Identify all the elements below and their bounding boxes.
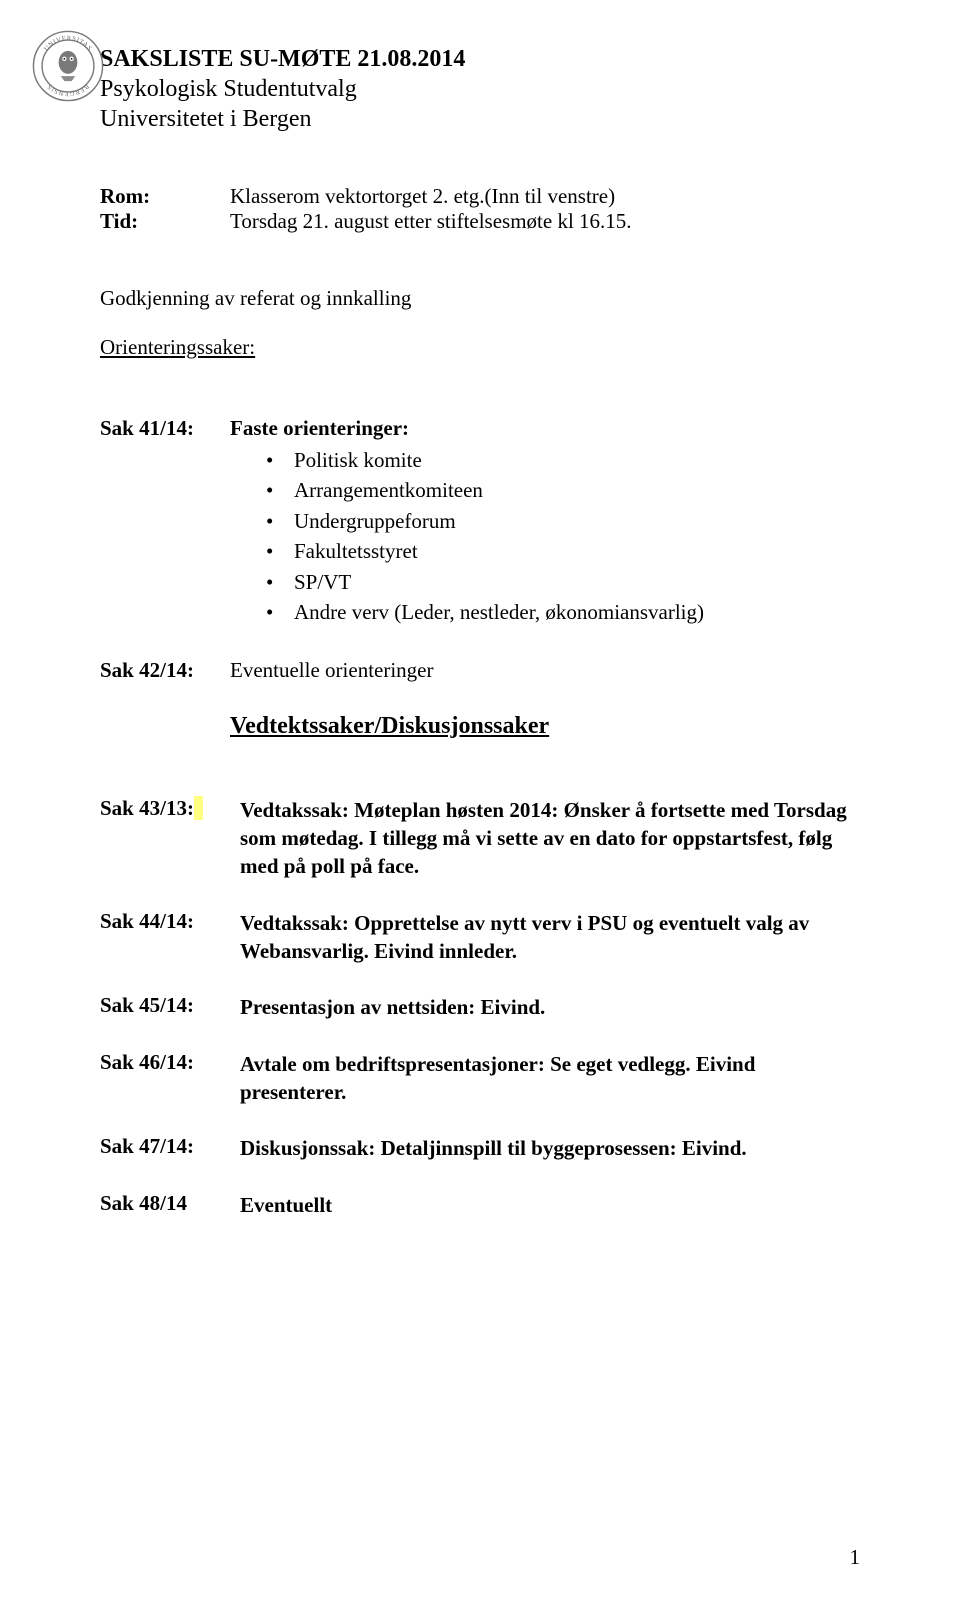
- sak-41-bullet: Undergruppeforum: [266, 506, 860, 536]
- page-number: 1: [850, 1545, 861, 1570]
- tid-label: Tid:: [100, 209, 230, 234]
- sak-45: Sak 45/14: Presentasjon av nettsiden: Ei…: [100, 993, 860, 1021]
- university-seal-logo: UNIVERSITAS BERGENSIS: [32, 30, 104, 102]
- section-heading-vedtektssaker: Vedtektssaker/Diskusjonssaker: [230, 713, 860, 740]
- sak-44-label: Sak 44/14:: [100, 909, 240, 966]
- sak-41-bullet: Arrangementkomiteen: [266, 475, 860, 505]
- sak-41-label: Sak 41/14:: [100, 416, 230, 628]
- sak-41-bullets: Politisk komite Arrangementkomiteen Unde…: [266, 445, 860, 628]
- sak-43-body: Vedtakssak: Møteplan høsten 2014: Ønsker…: [240, 796, 860, 881]
- sak-42-body: Eventuelle orienteringer: [230, 658, 860, 683]
- document-title: SAKSLISTE SU-MØTE 21.08.2014: [100, 44, 860, 74]
- meeting-meta: Rom: Klasserom vektortorget 2. etg.(Inn …: [100, 184, 860, 234]
- sak-list: Sak 43/13: Vedtakssak: Møteplan høsten 2…: [100, 796, 860, 1219]
- sak-41-bullet: Andre verv (Leder, nestleder, økonomians…: [266, 597, 860, 627]
- highlight-cursor: [194, 796, 203, 820]
- intro-approval: Godkjenning av referat og innkalling: [100, 286, 860, 311]
- sak-43: Sak 43/13: Vedtakssak: Møteplan høsten 2…: [100, 796, 860, 881]
- tid-value: Torsdag 21. august etter stiftelsesmøte …: [230, 209, 632, 234]
- sak-41-bullet: SP/VT: [266, 567, 860, 597]
- sak-44: Sak 44/14: Vedtakssak: Opprettelse av ny…: [100, 909, 860, 966]
- sak-42-label: Sak 42/14:: [100, 658, 230, 683]
- sak-48-body: Eventuellt: [240, 1191, 860, 1219]
- sak-48-label: Sak 48/14: [100, 1191, 240, 1219]
- rom-label: Rom:: [100, 184, 230, 209]
- sak-41-bullet: Politisk komite: [266, 445, 860, 475]
- document-subtitle-1: Psykologisk Studentutvalg: [100, 74, 860, 104]
- sak-45-body: Presentasjon av nettsiden: Eivind.: [240, 993, 860, 1021]
- document-page: UNIVERSITAS BERGENSIS SAKSLISTE SU-MØTE …: [0, 0, 960, 1610]
- document-header: SAKSLISTE SU-MØTE 21.08.2014 Psykologisk…: [100, 44, 860, 134]
- sak-48: Sak 48/14 Eventuellt: [100, 1191, 860, 1219]
- rom-value: Klasserom vektortorget 2. etg.(Inn til v…: [230, 184, 615, 209]
- sak-41-bullet: Fakultetsstyret: [266, 536, 860, 566]
- sak-46-label: Sak 46/14:: [100, 1050, 240, 1107]
- intro-block: Godkjenning av referat og innkalling Ori…: [100, 286, 860, 360]
- sak-43-label: Sak 43/13:: [100, 796, 240, 881]
- document-subtitle-2: Universitetet i Bergen: [100, 104, 860, 134]
- sak-41: Sak 41/14: Faste orienteringer: Politisk…: [100, 416, 860, 628]
- sak-47-label: Sak 47/14:: [100, 1134, 240, 1162]
- sak-46: Sak 46/14: Avtale om bedriftspresentasjo…: [100, 1050, 860, 1107]
- sak-42: Sak 42/14: Eventuelle orienteringer: [100, 658, 860, 683]
- sak-46-body: Avtale om bedriftspresentasjoner: Se ege…: [240, 1050, 860, 1107]
- sak-41-heading: Faste orienteringer:: [230, 416, 860, 441]
- sak-47-body: Diskusjonssak: Detaljinnspill til byggep…: [240, 1134, 860, 1162]
- sak-47: Sak 47/14: Diskusjonssak: Detaljinnspill…: [100, 1134, 860, 1162]
- sak-44-body: Vedtakssak: Opprettelse av nytt verv i P…: [240, 909, 860, 966]
- sak-45-label: Sak 45/14:: [100, 993, 240, 1021]
- intro-orientation-heading: Orienteringssaker:: [100, 335, 860, 360]
